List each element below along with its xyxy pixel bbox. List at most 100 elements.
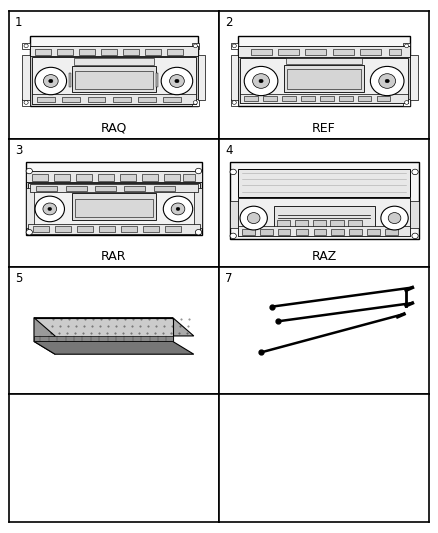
Ellipse shape xyxy=(379,74,396,88)
Ellipse shape xyxy=(230,169,237,175)
Bar xyxy=(238,227,410,236)
Bar xyxy=(36,186,57,191)
Bar xyxy=(242,229,255,235)
Bar xyxy=(332,229,344,235)
Ellipse shape xyxy=(381,206,408,230)
Bar xyxy=(30,46,198,56)
Bar xyxy=(72,67,156,92)
Polygon shape xyxy=(34,318,194,336)
Bar xyxy=(57,49,73,54)
Bar xyxy=(113,96,131,102)
Ellipse shape xyxy=(175,79,179,83)
Bar xyxy=(28,223,200,233)
Bar xyxy=(167,49,183,54)
Text: 4: 4 xyxy=(225,144,233,157)
Ellipse shape xyxy=(163,196,193,222)
Bar xyxy=(124,186,145,191)
Bar xyxy=(230,201,238,228)
Bar xyxy=(244,96,258,101)
Ellipse shape xyxy=(26,230,32,235)
Bar xyxy=(377,96,390,101)
Bar xyxy=(32,57,196,104)
Bar xyxy=(192,43,199,49)
Bar xyxy=(194,188,202,228)
Text: 7: 7 xyxy=(225,272,233,285)
Bar xyxy=(320,96,334,101)
Bar xyxy=(30,184,198,192)
Bar xyxy=(75,199,153,217)
Bar xyxy=(142,174,158,181)
Ellipse shape xyxy=(35,196,64,222)
Ellipse shape xyxy=(195,168,201,174)
Bar xyxy=(389,49,401,55)
Ellipse shape xyxy=(244,67,278,95)
Polygon shape xyxy=(34,318,173,342)
Ellipse shape xyxy=(49,79,53,83)
Bar xyxy=(33,227,49,232)
Bar xyxy=(143,227,159,232)
Polygon shape xyxy=(34,318,55,354)
Ellipse shape xyxy=(230,233,237,239)
Bar xyxy=(183,174,195,181)
Ellipse shape xyxy=(253,74,269,88)
Bar xyxy=(339,96,353,101)
Bar xyxy=(99,227,115,232)
Bar xyxy=(330,220,344,229)
Bar xyxy=(274,206,374,230)
Bar xyxy=(77,227,93,232)
Ellipse shape xyxy=(385,79,389,83)
Bar xyxy=(282,96,296,101)
Bar xyxy=(238,198,410,236)
Bar xyxy=(367,229,380,235)
Bar xyxy=(25,163,202,236)
Ellipse shape xyxy=(171,203,185,215)
Bar xyxy=(79,49,95,54)
Bar xyxy=(240,58,408,103)
Bar xyxy=(25,188,34,228)
Bar xyxy=(74,58,154,64)
Ellipse shape xyxy=(247,213,260,223)
Bar xyxy=(385,229,398,235)
Text: 2: 2 xyxy=(225,16,233,29)
Bar xyxy=(164,174,180,181)
Bar xyxy=(313,220,326,229)
Bar xyxy=(403,99,410,106)
Ellipse shape xyxy=(35,67,67,95)
Bar xyxy=(37,96,55,102)
Bar xyxy=(230,163,419,239)
Bar xyxy=(22,54,30,100)
Bar xyxy=(260,229,272,235)
Ellipse shape xyxy=(405,101,409,104)
Bar xyxy=(98,174,114,181)
Bar xyxy=(410,54,418,100)
Bar xyxy=(30,36,198,106)
Ellipse shape xyxy=(240,206,267,230)
Bar xyxy=(72,193,156,220)
Bar xyxy=(314,229,326,235)
Ellipse shape xyxy=(195,230,201,235)
Text: RAQ: RAQ xyxy=(101,122,127,135)
Ellipse shape xyxy=(176,207,180,211)
Bar xyxy=(301,96,314,101)
Bar xyxy=(238,36,410,106)
Ellipse shape xyxy=(193,44,198,47)
Bar xyxy=(230,43,238,49)
Bar xyxy=(32,94,196,104)
Ellipse shape xyxy=(412,169,418,175)
Bar xyxy=(360,49,381,55)
Ellipse shape xyxy=(371,67,404,95)
Bar xyxy=(124,49,139,54)
Text: RAZ: RAZ xyxy=(311,250,337,263)
Bar xyxy=(69,73,71,87)
Bar xyxy=(295,220,308,229)
Bar xyxy=(34,336,173,342)
Bar xyxy=(238,169,410,197)
Ellipse shape xyxy=(193,101,198,104)
Bar xyxy=(101,49,117,54)
Bar xyxy=(358,96,371,101)
Ellipse shape xyxy=(412,233,418,239)
Text: REF: REF xyxy=(312,122,336,135)
Bar xyxy=(287,69,361,89)
Bar xyxy=(251,49,272,55)
Bar xyxy=(296,229,308,235)
